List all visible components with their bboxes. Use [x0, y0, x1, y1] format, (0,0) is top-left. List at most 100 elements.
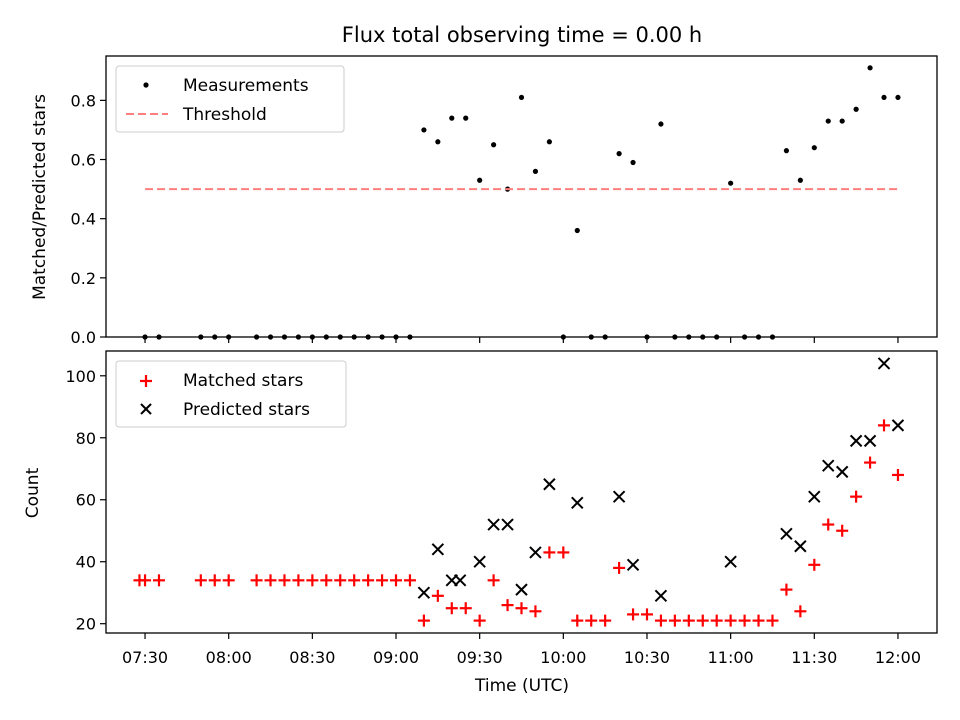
legend-predicted-label: Predicted stars: [183, 400, 310, 420]
matched-stars-point: [850, 490, 863, 503]
top-chart-title: Flux total observing time = 0.00 h: [342, 23, 702, 47]
matched-stars-point: [515, 602, 528, 615]
bottom-x-tick-label: 11:30: [791, 648, 837, 667]
predicted-stars-point: [626, 558, 640, 572]
matched-stars-point: [710, 614, 723, 627]
predicted-stars-point: [529, 546, 542, 559]
measurements-point: [811, 145, 817, 151]
predicted-stars-point: [835, 465, 849, 479]
matched-stars-point: [627, 608, 640, 621]
measurements-point: [728, 180, 734, 186]
matched-stars-point: [306, 574, 319, 587]
matched-stars-point: [222, 574, 235, 587]
predicted-stars-point: [794, 540, 807, 553]
matched-stars-point: [250, 574, 263, 587]
matched-stars-point: [836, 524, 849, 537]
matched-stars-point: [724, 614, 737, 627]
matched-stars-point: [738, 614, 751, 627]
bottom-y-axis-label: Count: [23, 467, 43, 518]
top-legend-box: [115, 65, 345, 133]
matched-stars-point: [362, 574, 375, 587]
measurements-point: [449, 115, 455, 121]
measurements-point: [532, 168, 539, 174]
top-y-axis-label: Matched/Predicted stars: [30, 94, 50, 300]
matched-stars-point: [334, 574, 347, 587]
matched-stars-point: [543, 546, 556, 559]
matched-stars-point: [152, 574, 165, 587]
bottom-legend-box: [115, 360, 347, 428]
matched-stars-point: [473, 614, 486, 627]
predicted-stars-point: [612, 490, 626, 503]
matched-stars-point: [808, 558, 821, 571]
bottom-y-tick-label: 60: [76, 491, 96, 510]
measurements-point: [518, 94, 525, 101]
bottom-x-tick-label: 08:30: [289, 648, 335, 667]
bottom-x-tick-label: 08:00: [206, 648, 252, 667]
matched-stars-point: [780, 583, 793, 596]
bottom-plot-marks: [133, 357, 905, 627]
matched-stars-point: [431, 589, 444, 602]
measurements-point: [421, 127, 427, 133]
matched-stars-point: [487, 574, 500, 587]
measurements-point: [658, 121, 664, 127]
measurements-point: [574, 227, 580, 234]
matched-stars-point: [501, 599, 514, 612]
measurements-point: [491, 142, 497, 148]
predicted-stars-point: [822, 459, 835, 472]
predicted-stars-point: [487, 518, 500, 531]
measurements-point: [839, 118, 845, 124]
matched-stars-point: [613, 561, 626, 574]
legend-predicted-marker: [140, 403, 152, 415]
matched-stars-point: [208, 574, 221, 587]
matched-stars-point: [585, 614, 598, 627]
predicted-stars-point: [863, 434, 877, 448]
matched-stars-point: [529, 605, 542, 618]
matched-stars-point: [320, 574, 333, 587]
measurements-point: [783, 148, 790, 154]
matched-stars-point: [390, 574, 403, 587]
top-plot-frame: [105, 55, 938, 338]
matched-stars-point: [822, 518, 835, 531]
predicted-stars-point: [543, 478, 556, 491]
predicted-stars-point: [417, 586, 431, 599]
predicted-stars-point: [473, 555, 486, 568]
bottom-y-tick-label: 40: [76, 553, 96, 572]
measurements-point: [895, 94, 901, 101]
matched-stars-point: [864, 456, 877, 469]
matched-stars-point: [445, 602, 458, 615]
legend-matched-marker: [140, 375, 152, 387]
matched-stars-point: [139, 574, 152, 587]
top-y-tick-label: 0.4: [71, 210, 96, 229]
bottom-legend: Matched stars Predicted stars: [115, 360, 347, 428]
top-y-tick-label: 0.8: [71, 91, 96, 110]
measurements-point: [477, 177, 483, 183]
top-y-tick-label: 0.6: [71, 151, 96, 170]
measurements-point: [853, 106, 859, 112]
bottom-x-tick-label: 10:30: [624, 648, 670, 667]
matched-stars-point: [640, 608, 653, 621]
matched-stars-point: [668, 614, 681, 627]
matched-stars-point: [459, 602, 472, 615]
legend-measurements-marker: [143, 82, 149, 88]
bottom-x-tick-label: 07:30: [122, 648, 168, 667]
matched-stars-point: [654, 614, 667, 627]
legend-measurements-label: Measurements: [183, 76, 309, 96]
bottom-x-tick-label: 10:00: [540, 648, 586, 667]
matched-stars-point: [376, 574, 389, 587]
measurements-point: [881, 94, 887, 101]
matched-stars-point: [264, 574, 277, 587]
bottom-x-tick-label: 12:00: [875, 648, 921, 667]
matched-stars-point: [194, 574, 207, 587]
matched-stars-point: [292, 574, 305, 587]
measurements-point: [867, 65, 873, 71]
legend-matched-label: Matched stars: [183, 371, 303, 391]
measurements-point: [546, 139, 552, 145]
matched-stars-point: [891, 468, 904, 481]
predicted-stars-point: [877, 357, 891, 370]
measurements-point: [630, 159, 636, 166]
measurements-point: [463, 115, 469, 121]
predicted-stars-point: [431, 543, 445, 556]
matched-stars-point: [878, 419, 891, 432]
matched-stars-point: [403, 574, 416, 587]
